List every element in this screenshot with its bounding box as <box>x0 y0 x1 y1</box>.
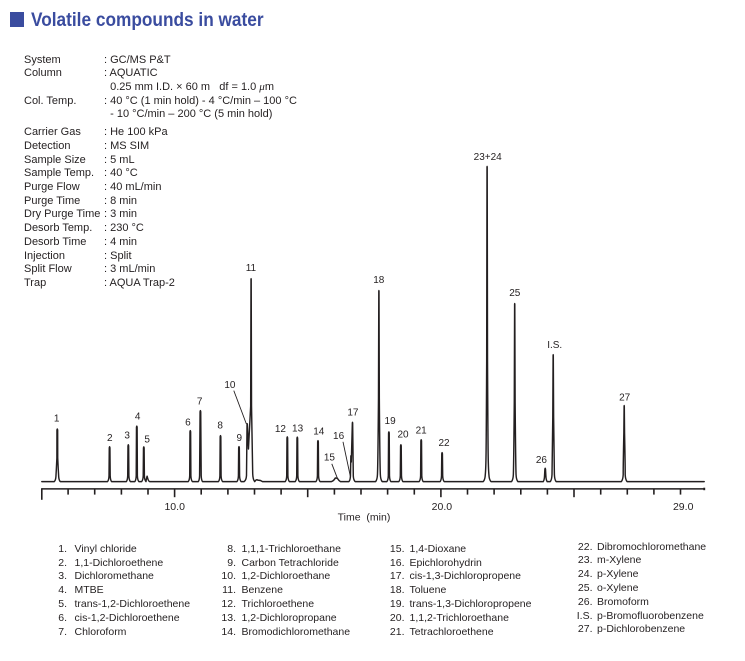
svg-text:Time (min): Time (min) <box>338 512 391 524</box>
svg-text:1: 1 <box>54 414 60 425</box>
svg-text:14: 14 <box>313 427 325 438</box>
svg-text:2: 2 <box>107 433 113 444</box>
svg-text:3: 3 <box>124 431 130 442</box>
svg-text:15: 15 <box>324 453 336 464</box>
svg-text:26: 26 <box>536 455 548 466</box>
svg-text:18: 18 <box>373 275 385 286</box>
svg-text:11: 11 <box>246 263 257 274</box>
svg-text:27: 27 <box>619 393 631 404</box>
svg-text:9: 9 <box>237 433 243 444</box>
svg-text:10: 10 <box>224 380 236 391</box>
svg-text:17: 17 <box>347 408 359 419</box>
svg-text:20: 20 <box>397 430 409 441</box>
svg-text:20.0: 20.0 <box>432 501 453 513</box>
svg-text:23+24: 23+24 <box>474 152 503 163</box>
svg-text:8: 8 <box>217 421 223 432</box>
svg-text:7: 7 <box>197 397 203 408</box>
svg-text:13: 13 <box>292 424 304 435</box>
svg-text:16: 16 <box>333 431 345 442</box>
svg-text:I.S.: I.S. <box>547 340 562 351</box>
svg-text:22: 22 <box>438 438 450 449</box>
svg-text:21: 21 <box>416 425 428 436</box>
svg-text:4: 4 <box>135 411 141 422</box>
svg-text:12: 12 <box>275 424 287 435</box>
svg-text:25: 25 <box>509 288 521 299</box>
svg-text:29.0: 29.0 <box>673 501 694 513</box>
svg-text:19: 19 <box>385 416 397 427</box>
svg-text:10.0: 10.0 <box>164 501 185 513</box>
svg-text:6: 6 <box>185 417 191 428</box>
svg-text:5: 5 <box>144 435 150 446</box>
